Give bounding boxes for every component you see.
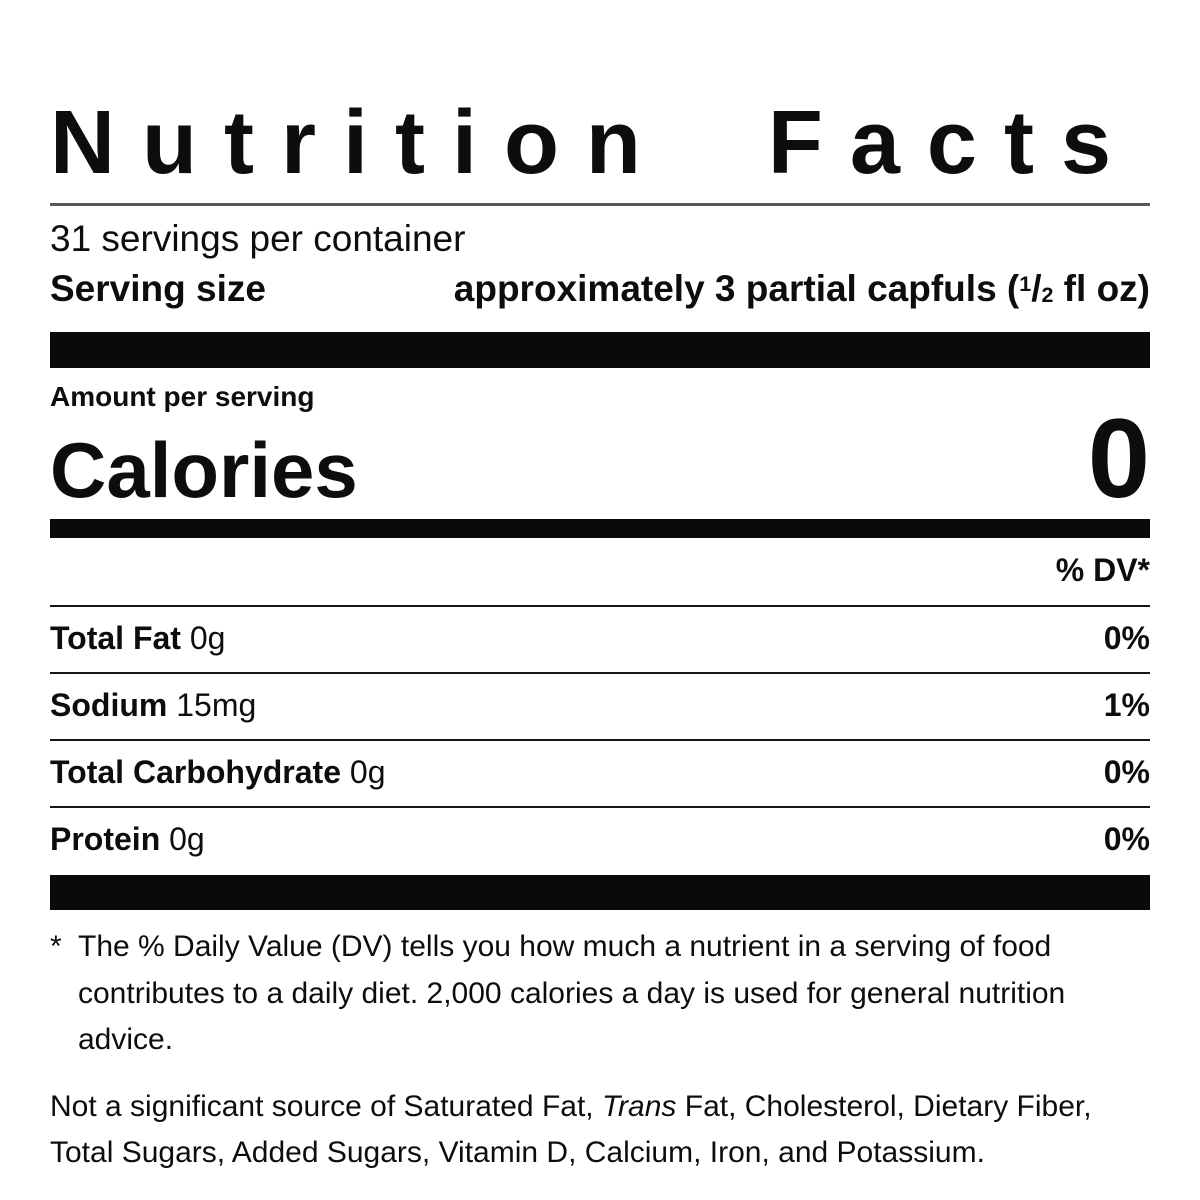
nutrient-name: Total Carbohydrate [50,754,341,790]
serving-size-value: approximately 3 partial capfuls (1/2 fl … [454,268,1150,310]
serving-size-row: Serving size approximately 3 partial cap… [50,268,1150,310]
nutrient-amount: 15mg [176,687,257,723]
nutrient-amount: 0g [189,620,226,656]
serving-size-fraction-numerator: 1 [1019,272,1032,297]
nutrient-name-amount: Protein 0g [50,821,205,858]
nutrition-facts-label: Nutrition Facts 31 servings per containe… [50,0,1150,1177]
nutrient-name-amount: Total Fat 0g [50,620,225,657]
calories-value: 0 [1087,396,1150,521]
serving-size-label: Serving size [50,268,266,309]
nutrient-dv: 1% [1103,687,1150,723]
footnote-asterisk: * [50,930,62,963]
nutrient-amount: 0g [349,754,386,790]
nutrient-row-total-fat: Total Fat 0g 0% [50,605,1150,672]
label-title: Nutrition Facts [50,93,1139,193]
calories-label: Calories [50,426,358,514]
nutrient-row-sodium: Sodium 15mg 1% [50,672,1150,739]
divider-bar-top [50,332,1150,368]
divider-bar-bottom [50,875,1150,910]
serving-size-fraction-slash: / [1031,268,1042,309]
divider-bar-calories [50,519,1150,538]
nutrient-dv: 0% [1103,620,1150,656]
nutrient-name-amount: Total Carbohydrate 0g [50,754,385,791]
not-significant-italic-trans: Trans [601,1089,677,1123]
serving-size-value-prefix: approximately 3 partial capfuls ( [453,268,1020,309]
percent-dv-header: % DV* [1055,552,1150,588]
daily-value-footnote: * The % Daily Value (DV) tells you how m… [50,924,1150,1064]
nutrient-name: Sodium [50,687,168,723]
nutrient-name: Total Fat [50,620,181,656]
calories-row: Calories 0 [50,396,1150,521]
footnote-text: The % Daily Value (DV) tells you how muc… [78,930,1066,1056]
title-divider-rule [50,203,1150,206]
nutrient-row-protein: Protein 0g 0% [50,806,1150,873]
not-significant-suffix: Fat, Cholesterol, Dietary Fiber, Total S… [50,1089,1092,1170]
nutrient-dv: 0% [1103,821,1150,857]
amount-per-serving-label: Amount per serving [50,381,315,412]
nutrient-amount: 0g [169,821,205,857]
nutrient-dv: 0% [1103,754,1150,790]
serving-size-fraction-denominator: 2 [1041,283,1054,308]
servings-per-container: 31 servings per container [50,218,466,259]
not-significant-prefix: Not a significant source of Saturated Fa… [50,1089,602,1123]
serving-size-value-suffix: fl oz) [1053,268,1150,309]
nutrient-name: Protein [50,821,161,857]
not-significant-source-note: Not a significant source of Saturated Fa… [50,1084,1150,1177]
nutrient-name-amount: Sodium 15mg [50,687,256,724]
nutrient-row-total-carbohydrate: Total Carbohydrate 0g 0% [50,739,1150,806]
